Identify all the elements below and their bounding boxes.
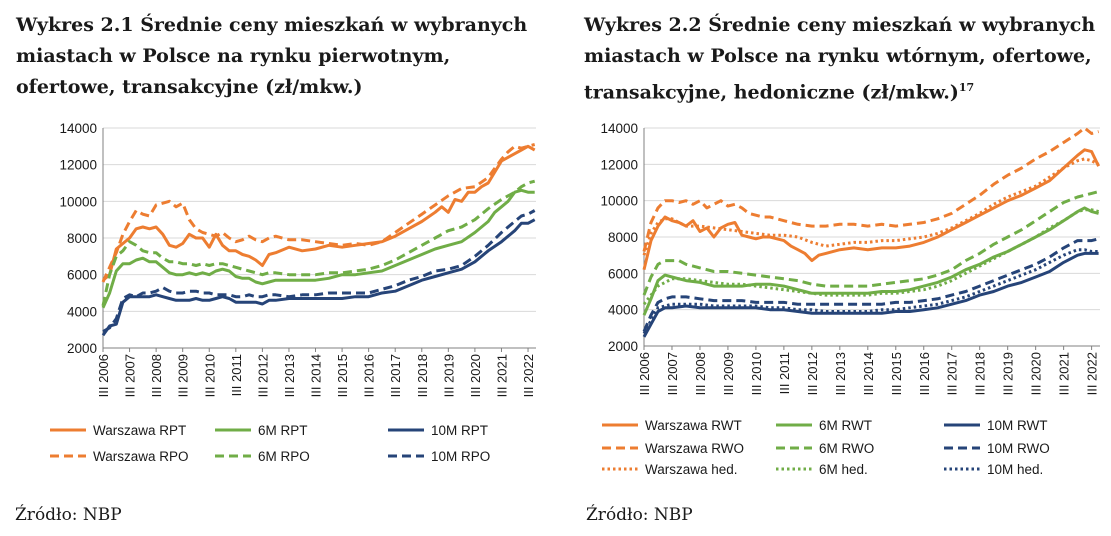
x-tick-label: III 2018 [415,354,430,397]
x-tick-label: III 2006 [96,354,111,397]
y-tick-label: 6000 [67,268,97,283]
legend-label: Warszawa hed. [645,462,738,477]
x-tick-label: III 2011 [229,354,244,396]
series-line [642,208,1099,306]
x-tick-label: III 2020 [1029,352,1044,395]
x-tick-label: III 2014 [861,352,876,395]
x-tick-label: III 2017 [945,352,960,395]
legend-label: 6M RWT [819,418,872,433]
x-tick-label: III 2012 [805,352,820,395]
footnote-ref: 17 [958,81,975,94]
x-tick-label: III 2020 [468,354,483,397]
series-line [102,209,536,333]
legend-label: 10M RWT [987,418,1048,433]
source-note: Źródło: NBP [586,505,693,525]
line-chart-secondary-market: 2000 4000 6000 8000 10000 12000 14000 III 2006 I… [600,121,1100,477]
legend-label: 10M RWO [987,441,1050,456]
legend-label: 6M RPT [258,423,308,438]
series-line [642,251,1099,338]
x-tick-label: III 2010 [749,352,764,395]
series-line [642,248,1099,335]
x-tick-label: III 2014 [309,354,324,397]
x-tick-label: III 2011 [777,352,792,394]
y-tick-label: 12000 [59,158,97,173]
series-line [642,190,1099,296]
y-tick-label: 6000 [608,266,638,281]
legend-label: Warszawa RWT [645,418,742,433]
legend-label: 6M RPO [258,449,310,464]
x-tick-label: III 2008 [149,354,164,397]
chart-panel-2-1: Wykres 2.1 Średnie ceny mieszkań w wybra… [0,0,540,536]
x-tick-label: III 2019 [441,354,456,397]
y-tick-label: 4000 [608,303,638,318]
x-tick-label: III 2018 [973,352,988,395]
legend-label: 6M hed. [819,462,868,477]
x-tick-label: III 2019 [1001,352,1016,395]
x-tick-label: III 2021 [1057,352,1072,395]
series-line [642,237,1099,333]
x-tick-label: III 2013 [282,354,297,397]
x-tick-label: III 2008 [693,352,708,395]
x-tick-label: III 2015 [889,352,904,395]
x-tick-label: III 2017 [388,354,403,397]
line-chart-primary-market: 2000 4000 6000 8000 10000 12000 14000 III 2006 I… [50,121,536,464]
y-tick-label: 8000 [67,231,97,246]
y-tick-label: 12000 [600,157,638,172]
legend-label: Warszawa RWO [645,441,744,456]
x-tick-label: III 2016 [917,352,932,395]
legend-label: Warszawa RPO [93,449,189,464]
source-note: Źródło: NBP [15,505,122,525]
x-tick-label: III 2009 [721,352,736,395]
y-tick-label: 10000 [600,194,638,209]
x-tick-label: III 2022 [1085,352,1100,395]
x-tick-label: III 2007 [665,352,680,395]
chart-panel-2-2: Wykres 2.2 Średnie ceny mieszkań w wybra… [566,0,1106,536]
series-line [101,143,536,283]
series-line [642,148,1100,271]
series-line [101,179,536,307]
x-tick-label: III 2010 [202,354,217,397]
chart-title: Wykres 2.1 Średnie ceny mieszkań w wybra… [16,14,528,98]
x-tick-label: III 2012 [255,354,270,397]
legend-label: 6M RWO [819,441,874,456]
y-tick-label: 2000 [608,339,638,354]
chart-title: Wykres 2.2 Średnie ceny mieszkań w wybra… [584,14,1096,104]
series-line [642,126,1099,252]
series-line [102,144,536,282]
y-tick-label: 14000 [600,121,638,136]
x-tick-label: III 2022 [521,354,536,397]
legend-label: 10M RPO [431,449,490,464]
series-line [101,188,535,309]
y-tick-label: 8000 [608,230,638,245]
legend-label: Warszawa RPT [93,423,186,438]
y-tick-label: 10000 [59,194,97,209]
y-tick-label: 2000 [67,341,97,356]
x-tick-label: III 2006 [637,352,652,395]
x-tick-label: III 2021 [494,354,509,397]
x-tick-label: III 2013 [833,352,848,395]
legend-label: 10M RPT [431,423,488,438]
series-line [101,218,536,337]
series-line [642,157,1100,256]
x-tick-label: III 2007 [123,354,138,397]
x-tick-label: III 2009 [176,354,191,397]
y-tick-label: 4000 [67,304,97,319]
x-tick-label: III 2016 [362,354,377,397]
x-tick-label: III 2015 [335,354,350,397]
y-tick-label: 14000 [59,121,97,136]
legend-label: 10M hed. [987,462,1043,477]
